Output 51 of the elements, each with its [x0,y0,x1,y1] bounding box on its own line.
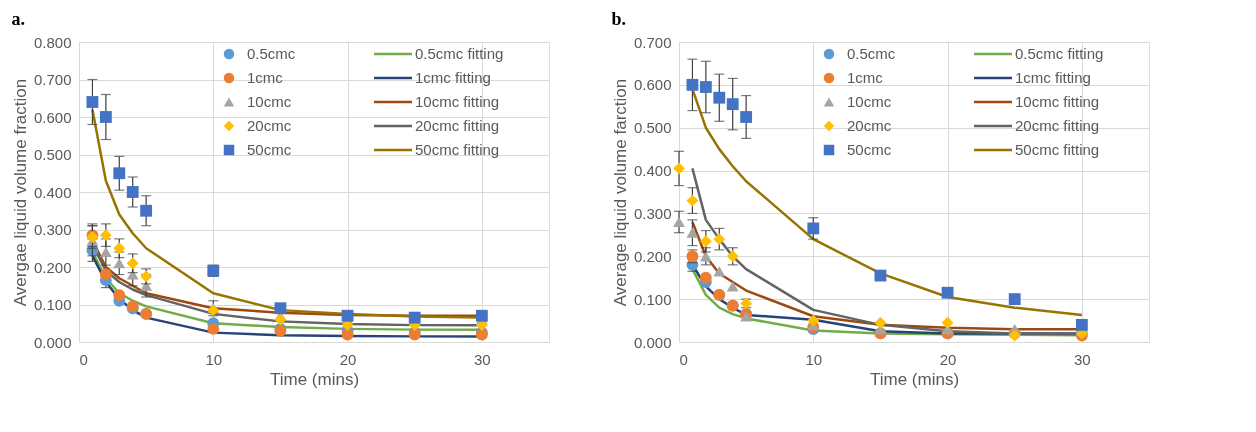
x-tick-label: 10 [205,350,223,368]
legend-label: 50cmc fitting [415,141,500,158]
y-tick-label: 0.000 [33,333,72,351]
y-tick-label: 0.500 [633,119,672,137]
y-axis-title: Avergae liquid volume fraction [10,78,30,307]
legend-label: 1cmc [247,69,284,86]
legend-label: 1cmc fitting [415,69,491,86]
y-tick-label: 0.000 [633,333,672,351]
legend-label: 20cmc fitting [1015,117,1100,134]
y-tick-label: 0.300 [33,221,72,238]
y-tick-label: 0.700 [33,71,72,88]
x-tick-label: 30 [1074,350,1091,368]
legend-label: 0.5cmc [847,45,896,62]
x-tick-label: 20 [939,350,957,368]
chart-title: b. [611,9,626,29]
x-axis-title: Time (mins) [269,369,360,389]
y-tick-label: 0.500 [33,146,72,163]
legend-label: 1cmc [847,69,884,86]
y-tick-label: 0.600 [33,108,72,126]
y-tick-label: 0.300 [633,204,672,222]
y-axis-title: Average liquid volume farction [610,78,630,307]
x-tick-label: 10 [805,350,823,368]
legend-label: 50cmc [847,141,892,158]
legend-label: 20cmc fitting [415,117,500,134]
legend-label: 20cmc [247,117,292,134]
y-tick-label: 0.800 [33,33,72,51]
y-tick-label: 0.200 [33,258,72,276]
legend-label: 50cmc [247,141,292,158]
y-tick-label: 0.100 [633,290,672,308]
y-tick-label: 0.100 [33,296,72,313]
legend-label: 0.5cmc [247,45,296,62]
legend-label: 0.5cmc fitting [1015,45,1104,62]
x-tick-label: 0 [679,350,688,368]
x-axis-title: Time (mins) [869,369,960,389]
legend-label: 50cmc fitting [1015,141,1100,158]
y-tick-label: 0.600 [633,76,672,94]
legend-label: 0.5cmc fitting [415,45,504,62]
y-tick-label: 0.400 [33,183,72,201]
chart-title: a. [11,9,25,29]
legend-label: 20cmc [847,117,892,134]
legend-label: 10cmc [247,93,292,110]
x-tick-label: 20 [339,350,357,368]
legend-label: 10cmc [847,93,892,110]
y-tick-label: 0.200 [633,247,672,265]
legend-label: 1cmc fitting [1015,69,1091,86]
x-tick-label: 0 [79,350,88,368]
legend-label: 10cmc fitting [1015,93,1100,110]
y-tick-label: 0.700 [633,33,672,51]
legend-label: 10cmc fitting [415,93,500,110]
y-tick-label: 0.400 [633,162,672,180]
x-tick-label: 30 [474,350,491,368]
